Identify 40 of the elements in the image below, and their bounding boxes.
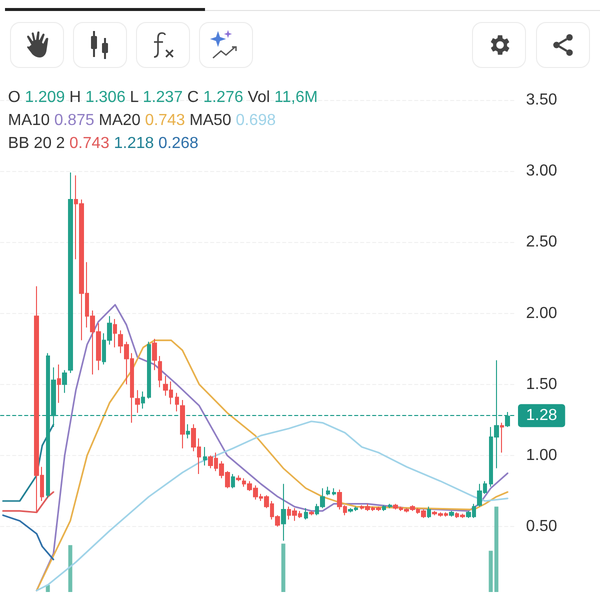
- candlestick: [57, 364, 61, 404]
- line-series: [2, 514, 54, 560]
- y-tick-label: 2.00: [526, 304, 558, 322]
- candlestick: [152, 338, 157, 371]
- candlestick: [500, 422, 504, 454]
- candlestick: [382, 504, 386, 512]
- line-series: [2, 424, 54, 502]
- candlestick: [113, 318, 117, 348]
- y-tick-label: 1.50: [526, 376, 558, 393]
- candlestick: [147, 341, 151, 400]
- annotation: MA10 0.875 MA20 0.743 MA50 0.698: [8, 112, 276, 129]
- candlestick: [180, 400, 185, 449]
- candlestick: [449, 510, 454, 518]
- candlestick: [231, 473, 235, 489]
- candlestick: [304, 508, 308, 520]
- text: O 1.209 H 1.306 L 1.237 C 1.276 Vol 11,6M: [8, 89, 318, 106]
- candlestick: [62, 370, 67, 394]
- candlestick: [186, 424, 190, 439]
- candlestick: [141, 391, 145, 410]
- line-series: [36, 420, 508, 592]
- candlestick: [175, 392, 179, 412]
- candlestick: [203, 446, 207, 466]
- candlestick: [135, 390, 140, 414]
- candlestick: [388, 503, 392, 509]
- y-tick-label: 1.00: [526, 446, 558, 464]
- y-tick-label: 0.50: [526, 518, 558, 536]
- candlestick: [68, 172, 73, 374]
- candlestick: [236, 474, 241, 482]
- candlestick: [158, 355, 162, 388]
- ref-line-label: 1.28: [526, 407, 558, 424]
- candlestick: [332, 488, 336, 496]
- y-tick-label: 3.00: [526, 162, 558, 180]
- y-tick-label: 2.50: [526, 234, 558, 251]
- y-tick-label: 3.50: [526, 92, 558, 108]
- candlestick: [326, 486, 330, 496]
- annotation: BB 20 2 0.743 1.218 0.268: [8, 135, 198, 152]
- candlestick: [309, 510, 314, 516]
- candlestick: [281, 483, 286, 542]
- candlestick: [427, 506, 431, 519]
- line-series: [2, 491, 54, 514]
